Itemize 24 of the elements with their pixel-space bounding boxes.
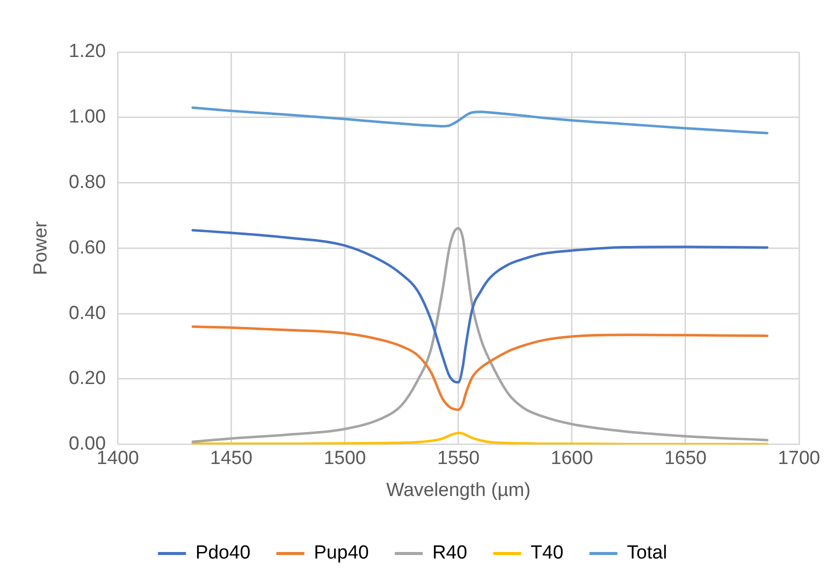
x-tick-label: 1650 bbox=[664, 448, 707, 470]
line-series bbox=[191, 227, 768, 444]
legend-label: Total bbox=[626, 542, 668, 564]
legend-label: R40 bbox=[432, 542, 468, 564]
x-tick-label: 1600 bbox=[550, 448, 594, 470]
legend-label: Pdo40 bbox=[195, 542, 250, 564]
y-tick-label: 1.20 bbox=[68, 41, 106, 62]
legend-label: Pup40 bbox=[314, 542, 369, 564]
x-tick-label: 1550 bbox=[437, 448, 480, 470]
x-tick-label: 1450 bbox=[210, 448, 252, 470]
legend-label: T40 bbox=[530, 542, 564, 564]
line-series bbox=[191, 432, 768, 444]
line-series bbox=[191, 228, 768, 384]
x-tick-label: 1500 bbox=[324, 448, 366, 470]
line-series bbox=[191, 106, 768, 134]
line-series bbox=[191, 325, 768, 411]
y-tick-label: 0.60 bbox=[68, 237, 106, 258]
x-tick-label: 1700 bbox=[778, 448, 820, 470]
y-tick-label: 0.40 bbox=[68, 302, 106, 324]
y-tick-label: 1.00 bbox=[68, 106, 106, 128]
y-axis-title: Power bbox=[30, 220, 52, 276]
y-tick-label: 0.80 bbox=[68, 172, 106, 194]
y-tick-label: 0.20 bbox=[68, 368, 106, 390]
x-axis-title: Wavelength (µm) bbox=[386, 480, 531, 501]
